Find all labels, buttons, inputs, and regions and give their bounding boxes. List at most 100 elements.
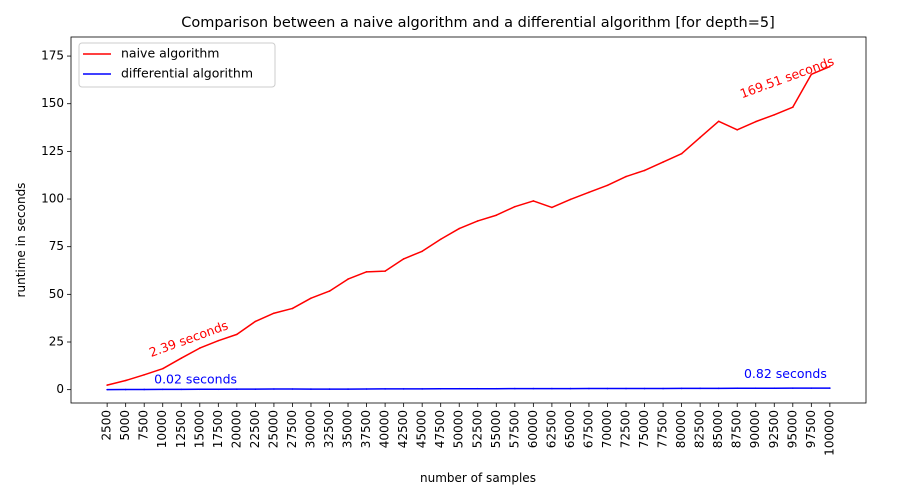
legend-box [78, 42, 276, 88]
x-tick-label: 55000 [489, 410, 503, 448]
data-point-naive-algorithm [124, 379, 127, 382]
x-tick-label: 82500 [693, 410, 707, 448]
x-tick-label: 5000 [118, 410, 132, 441]
data-point-differential-algorithm [699, 387, 701, 390]
data-point-differential-algorithm [569, 387, 572, 390]
data-point-naive-algorithm [551, 206, 553, 209]
data-point-differential-algorithm [106, 388, 108, 391]
data-point-naive-algorithm [588, 191, 590, 194]
data-point-differential-algorithm [124, 388, 127, 391]
data-point-differential-algorithm [532, 387, 535, 390]
data-point-differential-algorithm [495, 387, 498, 390]
data-point-naive-algorithm [829, 65, 831, 68]
data-point-naive-algorithm [236, 333, 238, 336]
data-point-differential-algorithm [754, 387, 757, 390]
y-tick-label: 100 [41, 192, 64, 206]
data-point-differential-algorithm [328, 388, 331, 390]
x-tick-label: 100000 [822, 410, 836, 456]
data-point-naive-algorithm [347, 278, 349, 280]
data-point-naive-algorithm [662, 161, 664, 163]
annotation-label: 0.82 seconds [744, 366, 827, 381]
data-point-naive-algorithm [439, 238, 442, 241]
x-tick-label: 60000 [526, 410, 540, 448]
data-point-differential-algorithm [384, 388, 386, 390]
x-tick-label: 35000 [341, 410, 355, 448]
data-point-naive-algorithm [365, 271, 368, 273]
data-point-differential-algorithm [588, 387, 590, 390]
data-point-differential-algorithm [439, 387, 442, 390]
data-point-differential-algorithm [810, 387, 813, 389]
data-point-differential-algorithm [254, 388, 257, 390]
legend-label-differential-algorithm: differential algorithm [121, 66, 253, 81]
data-point-differential-algorithm [829, 387, 831, 389]
x-tick-label: 37500 [359, 410, 373, 448]
data-point-naive-algorithm [254, 320, 257, 323]
x-tick-label: 70000 [600, 410, 614, 448]
data-point-differential-algorithm [476, 387, 479, 390]
data-point-naive-algorithm [143, 373, 145, 376]
y-tick-label: 50 [49, 287, 64, 301]
data-point-differential-algorithm [143, 388, 145, 391]
x-tick-label: 72500 [619, 410, 633, 448]
data-point-differential-algorithm [236, 388, 238, 390]
data-point-naive-algorithm [106, 384, 108, 386]
x-tick-label: 25000 [266, 410, 280, 448]
x-tick-label: 62500 [544, 410, 558, 448]
x-tick-label: 12500 [174, 410, 188, 448]
y-tick-label: 150 [41, 96, 64, 110]
data-point-differential-algorithm [458, 387, 461, 390]
data-point-naive-algorithm [643, 169, 646, 172]
data-point-differential-algorithm [625, 387, 627, 390]
data-point-naive-algorithm [810, 73, 813, 76]
data-point-differential-algorithm [291, 388, 294, 390]
data-point-differential-algorithm [792, 387, 794, 389]
data-point-naive-algorithm [458, 227, 461, 230]
data-point-naive-algorithm [384, 270, 386, 272]
x-tick-label: 85000 [711, 410, 725, 448]
data-point-naive-algorithm [291, 307, 294, 310]
x-tick-label: 67500 [581, 410, 595, 448]
series-line-naive-algorithm [106, 65, 831, 386]
data-point-differential-algorithm [402, 388, 405, 390]
data-point-differential-algorithm [606, 387, 609, 390]
data-point-differential-algorithm [717, 387, 720, 390]
data-point-naive-algorithm [180, 357, 183, 360]
data-point-naive-algorithm [161, 367, 164, 370]
x-axis-label: number of samples [420, 471, 536, 485]
x-tick-label: 15000 [192, 410, 206, 448]
x-tick-label: 57500 [507, 410, 521, 448]
x-tick-label: 80000 [674, 410, 688, 448]
x-tick-label: 95000 [785, 410, 799, 448]
x-tick-label: 7500 [137, 410, 151, 441]
data-point-differential-algorithm [217, 388, 220, 391]
data-point-differential-algorithm [180, 388, 183, 391]
data-point-naive-algorithm [273, 312, 275, 315]
data-point-differential-algorithm [551, 387, 553, 390]
data-point-naive-algorithm [792, 106, 794, 108]
data-point-differential-algorithm [421, 388, 423, 390]
data-point-naive-algorithm [699, 136, 701, 139]
x-tick-label: 50000 [452, 410, 466, 448]
data-point-naive-algorithm [421, 250, 423, 253]
x-tick-label: 45000 [415, 410, 429, 448]
x-tick-label: 40000 [378, 410, 392, 448]
legend: naive algorithm differential algorithm [78, 42, 276, 88]
data-point-naive-algorithm [680, 152, 683, 155]
y-tick-label: 25 [49, 335, 64, 349]
data-point-differential-algorithm [736, 387, 739, 390]
data-point-differential-algorithm [273, 388, 275, 390]
data-point-naive-algorithm [514, 205, 516, 208]
x-tick-label: 30000 [303, 410, 317, 448]
x-tick-label: 20000 [229, 410, 243, 448]
data-point-differential-algorithm [347, 388, 349, 390]
data-point-differential-algorithm [773, 387, 776, 390]
data-point-differential-algorithm [643, 387, 646, 390]
chart-title: Comparison between a naive algorithm and… [181, 15, 775, 31]
x-tick-label: 2500 [100, 410, 114, 441]
x-tick-label: 65000 [563, 410, 577, 448]
data-point-differential-algorithm [514, 387, 516, 390]
x-tick-label: 47500 [433, 410, 447, 448]
x-tick-label: 17500 [211, 410, 225, 448]
data-point-naive-algorithm [736, 129, 739, 131]
